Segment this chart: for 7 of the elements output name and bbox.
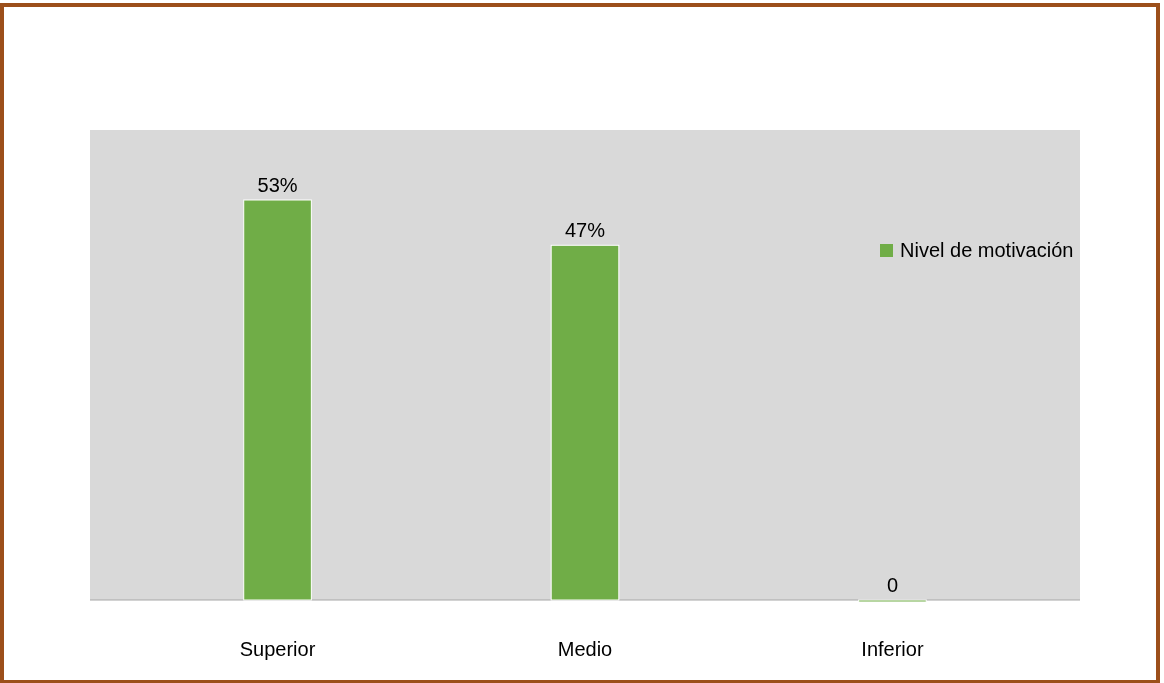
x-tick-label: Superior [239, 638, 316, 660]
data-label: 0 [886, 574, 899, 596]
legend-label: Nivel de motivación [900, 239, 1074, 261]
data-label: 47% [564, 219, 606, 242]
x-tick-label: Medio [557, 638, 613, 660]
data-label: 53% [257, 174, 298, 196]
x-tick-label: Inferior [861, 638, 924, 660]
